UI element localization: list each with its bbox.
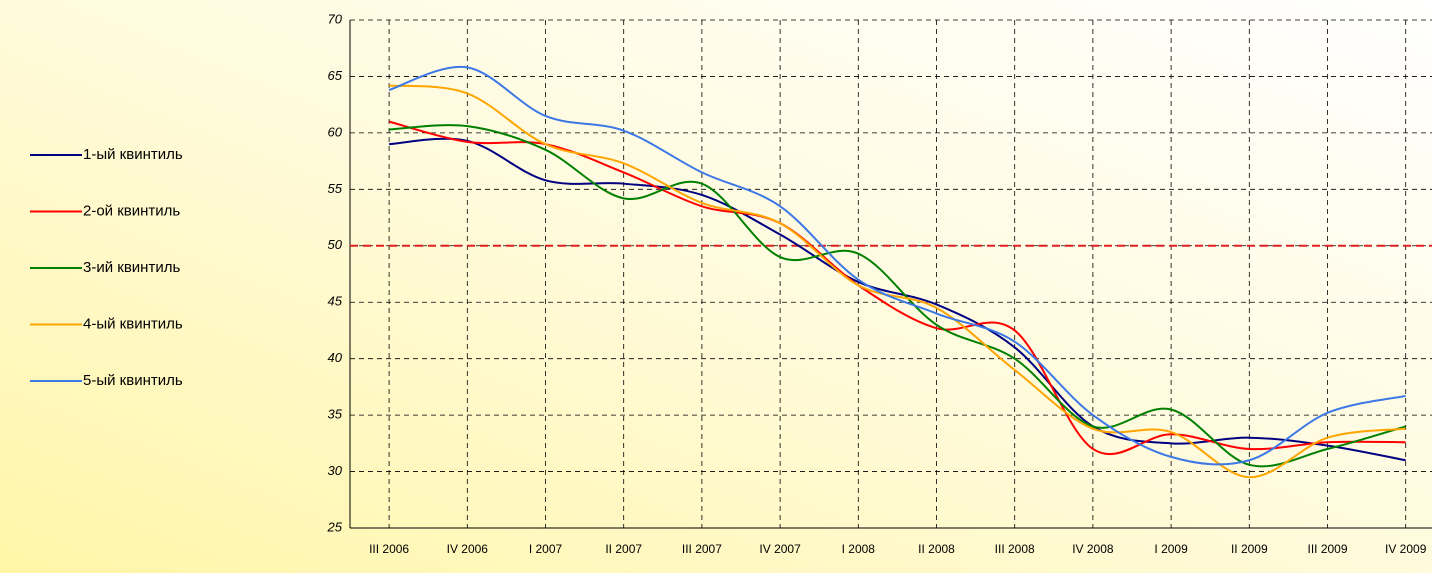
y-tick-label: 70 (328, 11, 343, 26)
x-tick-label: III 2007 (682, 542, 722, 556)
y-tick-label: 25 (327, 519, 343, 534)
series-line (388, 84, 1406, 479)
x-tick-label: IV 2006 (447, 542, 489, 556)
x-tick-label: II 2009 (1231, 542, 1268, 556)
x-tick-label: IV 2009 (1385, 542, 1427, 556)
legend-label: 3-ий квинтиль (83, 259, 180, 276)
legend-label: 5-ый квинтиль (83, 372, 183, 389)
x-tick-label: IV 2007 (759, 542, 801, 556)
y-tick-label: 60 (328, 124, 343, 139)
x-tick-label: II 2008 (918, 542, 955, 556)
y-tick-label: 35 (328, 407, 343, 422)
legend-label: 4-ый квинтиль (83, 315, 183, 332)
y-tick-label: 30 (328, 463, 343, 478)
x-tick-label: I 2008 (842, 542, 876, 556)
legend-label: 1-ый квинтиль (83, 146, 183, 163)
y-tick-label: 45 (328, 294, 343, 309)
x-tick-label: I 2009 (1154, 542, 1188, 556)
x-tick-label: III 2008 (995, 542, 1035, 556)
y-tick-label: 55 (328, 181, 343, 196)
series-line (389, 137, 1406, 462)
x-tick-label: I 2007 (529, 542, 563, 556)
x-tick-label: III 2009 (1307, 542, 1347, 556)
legend-label: 2-ой квинтиль (83, 202, 180, 219)
x-tick-label: IV 2008 (1072, 542, 1114, 556)
series-line (389, 124, 1406, 468)
series-line (388, 65, 1406, 466)
y-tick-label: 50 (328, 237, 343, 252)
y-tick-label: 40 (328, 350, 343, 365)
x-tick-label: III 2006 (369, 542, 409, 556)
y-tick-label: 65 (328, 68, 343, 83)
x-tick-label: II 2007 (605, 542, 642, 556)
series-line (388, 120, 1406, 456)
